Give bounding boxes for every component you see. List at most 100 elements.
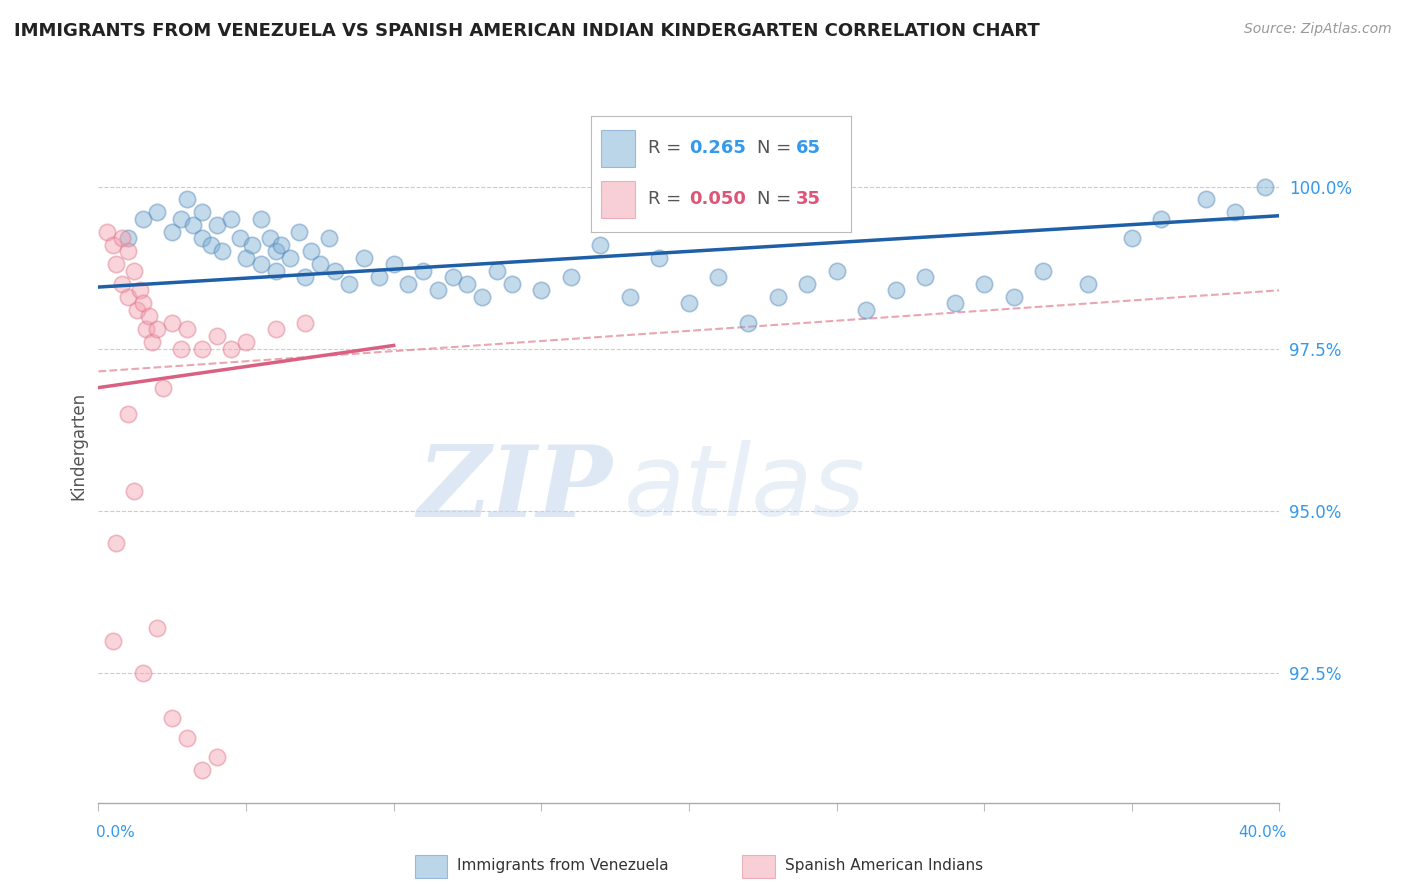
Point	[943, 296, 966, 310]
Point	[250, 211, 273, 226]
Text: R =: R =	[648, 139, 686, 157]
Point	[250, 257, 273, 271]
Point	[1223, 205, 1246, 219]
Point	[200, 238, 222, 252]
Point	[117, 407, 139, 421]
Point	[111, 231, 134, 245]
Point	[855, 302, 877, 317]
Point	[264, 244, 287, 259]
Text: 40.0%: 40.0%	[1239, 825, 1286, 840]
Point	[264, 322, 287, 336]
Point	[105, 257, 128, 271]
Point	[240, 238, 263, 252]
Point	[560, 270, 582, 285]
Point	[368, 270, 391, 285]
Point	[211, 244, 233, 259]
Point	[122, 484, 145, 499]
Point	[1150, 211, 1173, 226]
Point	[125, 302, 148, 317]
Point	[973, 277, 995, 291]
Point	[122, 264, 145, 278]
Text: atlas: atlas	[624, 441, 866, 537]
Point	[737, 316, 759, 330]
Point	[796, 277, 818, 291]
Point	[501, 277, 523, 291]
Point	[264, 264, 287, 278]
Point	[117, 290, 139, 304]
Point	[176, 322, 198, 336]
Point	[1254, 179, 1277, 194]
Point	[1077, 277, 1099, 291]
Point	[176, 731, 198, 745]
Point	[294, 316, 316, 330]
Point	[146, 205, 169, 219]
Point	[1002, 290, 1025, 304]
Point	[278, 251, 302, 265]
Point	[229, 231, 252, 245]
Point	[914, 270, 936, 285]
Point	[205, 219, 228, 233]
Point	[135, 322, 157, 336]
Point	[235, 335, 257, 350]
Point	[318, 231, 340, 245]
Point	[162, 711, 183, 725]
Point	[441, 270, 464, 285]
Point	[648, 251, 671, 265]
Point	[678, 296, 700, 310]
Text: IMMIGRANTS FROM VENEZUELA VS SPANISH AMERICAN INDIAN KINDERGARTEN CORRELATION CH: IMMIGRANTS FROM VENEZUELA VS SPANISH AME…	[14, 22, 1040, 40]
Point	[412, 264, 434, 278]
Text: Spanish American Indians: Spanish American Indians	[785, 858, 983, 872]
Point	[141, 335, 163, 350]
Point	[146, 322, 169, 336]
Point	[191, 231, 214, 245]
Point	[103, 633, 125, 648]
Point	[1121, 231, 1143, 245]
Point	[170, 342, 193, 356]
Point	[1032, 264, 1054, 278]
Point	[353, 251, 375, 265]
Point	[162, 316, 183, 330]
Point	[152, 381, 174, 395]
Point	[117, 231, 139, 245]
Point	[707, 270, 730, 285]
Point	[270, 238, 292, 252]
Point	[456, 277, 478, 291]
Point	[103, 238, 125, 252]
Point	[176, 193, 198, 207]
Point	[128, 283, 150, 297]
Point	[884, 283, 907, 297]
Point	[589, 238, 612, 252]
Point	[259, 231, 281, 245]
Y-axis label: Kindergarten: Kindergarten	[69, 392, 87, 500]
Text: ZIP: ZIP	[418, 441, 612, 537]
Point	[530, 283, 553, 297]
Point	[288, 225, 311, 239]
Point	[162, 225, 183, 239]
Point	[205, 750, 228, 764]
Text: 0.0%: 0.0%	[96, 825, 135, 840]
Point	[323, 264, 346, 278]
Point	[191, 342, 214, 356]
Point	[170, 211, 193, 226]
Point	[619, 290, 641, 304]
Text: 0.265: 0.265	[689, 139, 747, 157]
Point	[181, 219, 204, 233]
Text: R =: R =	[648, 191, 686, 209]
Point	[132, 296, 155, 310]
Point	[427, 283, 450, 297]
Point	[382, 257, 405, 271]
Point	[191, 764, 214, 778]
Point	[219, 211, 243, 226]
Point	[471, 290, 494, 304]
Point	[117, 244, 139, 259]
Text: 35: 35	[796, 191, 821, 209]
Text: 65: 65	[796, 139, 821, 157]
Point	[96, 225, 118, 239]
Bar	[600, 181, 634, 218]
Point	[205, 328, 228, 343]
Point	[219, 342, 243, 356]
Point	[766, 290, 789, 304]
Point	[337, 277, 360, 291]
Point	[138, 310, 160, 324]
Text: 0.050: 0.050	[689, 191, 747, 209]
